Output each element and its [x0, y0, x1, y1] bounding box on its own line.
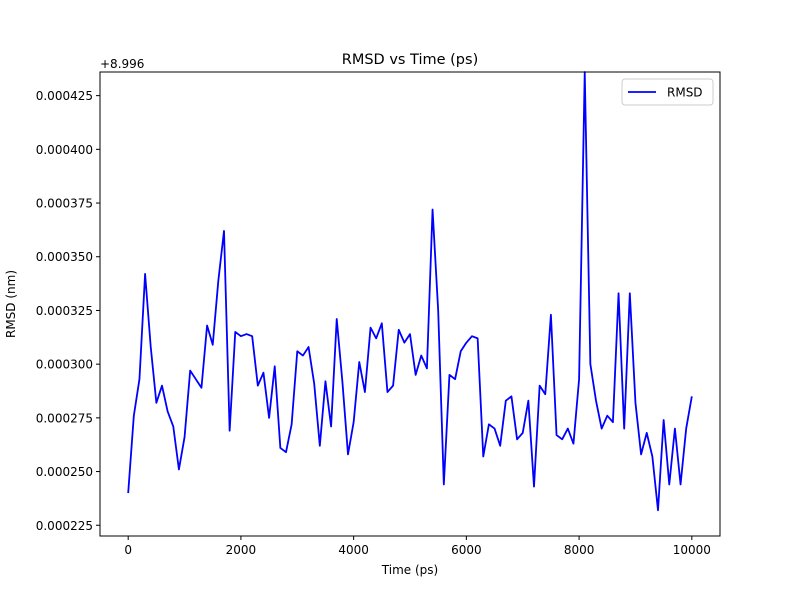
x-tick-label: 2000: [226, 543, 257, 557]
y-tick-label: 0.000350: [36, 250, 93, 264]
x-tick-label: 10000: [673, 543, 711, 557]
legend-label-rmsd: RMSD: [667, 86, 703, 100]
y-tick-label: 0.000375: [36, 197, 93, 211]
y-axis-label: RMSD (nm): [4, 270, 18, 338]
y-tick-label: 0.000325: [36, 304, 93, 318]
x-tick-label: 4000: [338, 543, 369, 557]
series-line-rmsd: [127, 71, 693, 512]
chart-title: RMSD vs Time (ps): [342, 52, 478, 68]
x-tick-label: 0: [124, 543, 132, 557]
legend: RMSD: [621, 78, 714, 106]
x-axis-label: Time (ps): [381, 563, 438, 577]
x-tick-label: 6000: [451, 543, 482, 557]
y-tick-label: 0.000425: [36, 89, 93, 103]
y-tick-label: 0.000400: [36, 143, 93, 157]
x-tick-label: 8000: [564, 543, 595, 557]
y-tick-label: 0.000250: [36, 465, 93, 479]
axes-frame: [99, 71, 721, 537]
legend-box: [621, 78, 714, 106]
y-tick-label: 0.000275: [36, 411, 93, 425]
plot-area: 0 2000 4000 6000 8000 10000 0.000225 0.000250 0.…: [36, 71, 711, 557]
y-tick-label: 0.000300: [36, 358, 93, 372]
y-offset-label: +8.996: [100, 57, 144, 71]
y-tick-label: 0.000225: [36, 519, 93, 533]
